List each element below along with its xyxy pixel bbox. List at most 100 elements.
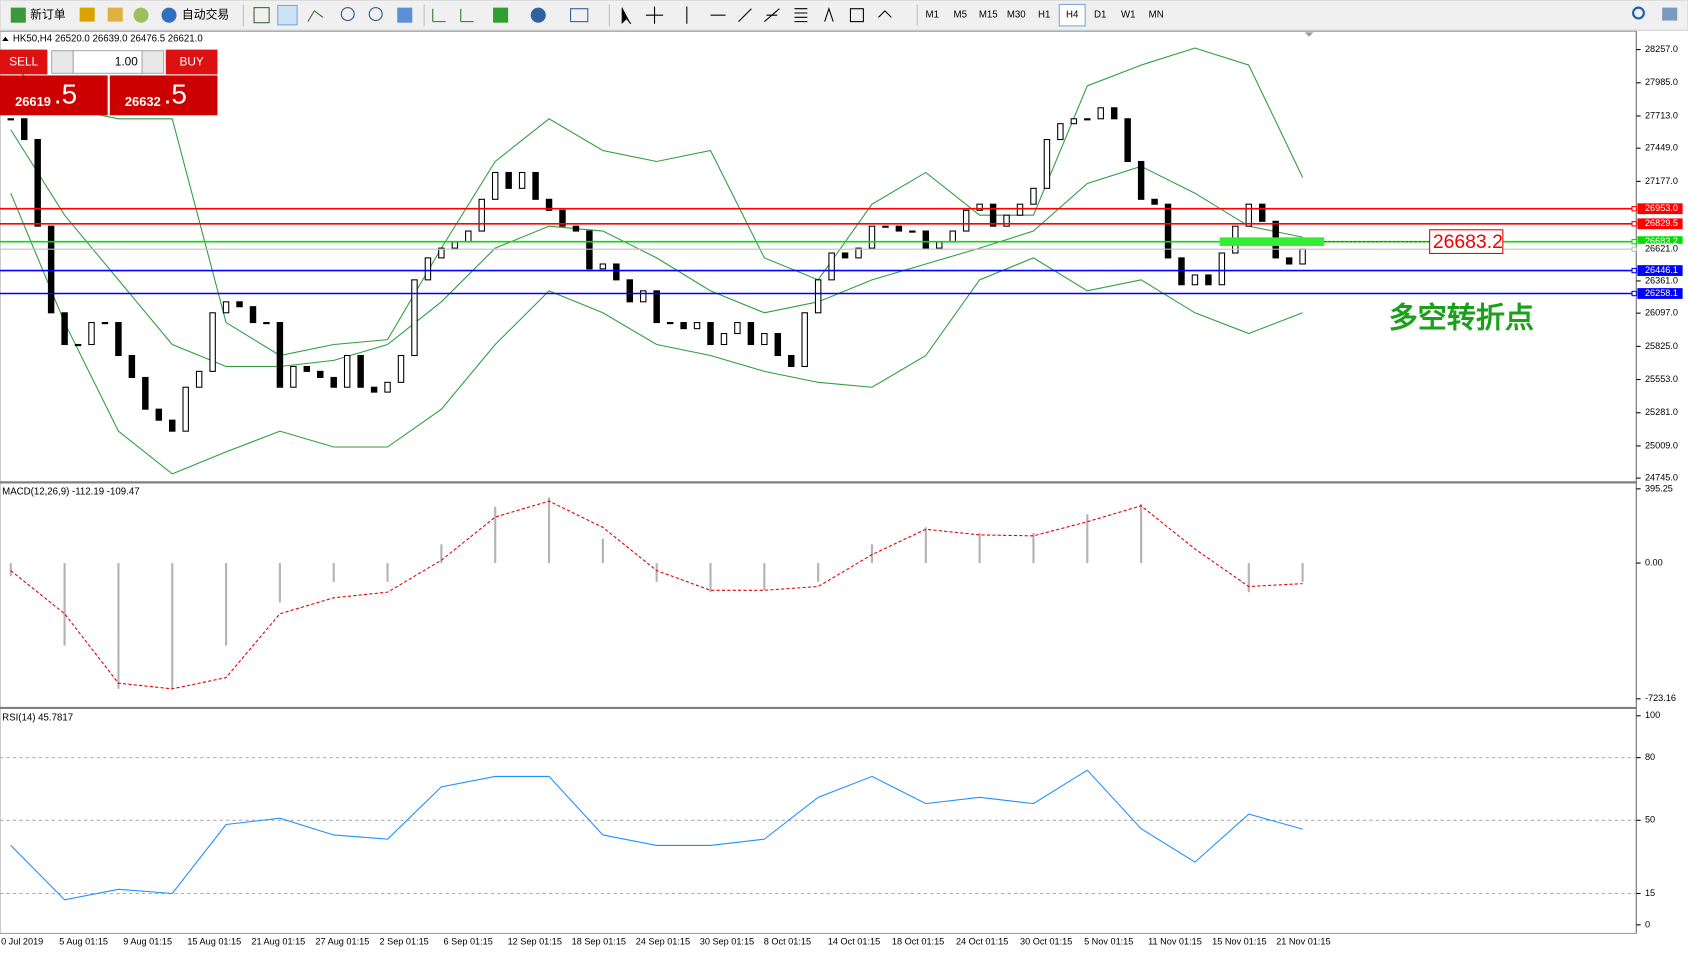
templates-button[interactable] [570, 8, 589, 23]
sell-label[interactable]: SELL [9, 55, 38, 69]
candle [720, 333, 728, 346]
ask-box[interactable] [109, 75, 218, 116]
candle [1191, 274, 1199, 286]
candle [465, 230, 472, 243]
community-button[interactable] [1662, 7, 1678, 21]
channel-button[interactable] [763, 8, 780, 23]
buy-button[interactable] [165, 49, 218, 75]
collapse-icon[interactable] [2, 36, 9, 42]
trendline-button[interactable] [738, 8, 752, 23]
level-zone [1219, 237, 1325, 246]
x-tick-label: 24 Oct 01:15 [956, 936, 1008, 946]
macd-bar [494, 506, 497, 564]
timeframe-button[interactable]: M15 [979, 10, 998, 21]
candle [451, 241, 459, 249]
candle [7, 118, 14, 121]
x-tick-label: 21 Nov 01:15 [1276, 936, 1330, 946]
new-order-icon[interactable] [10, 7, 26, 23]
timeframe-button[interactable]: MN [1149, 10, 1164, 21]
candle [424, 257, 432, 281]
text-button[interactable] [824, 7, 834, 22]
bid-pips[interactable]: .5 [54, 78, 77, 109]
search-button[interactable] [1632, 6, 1645, 20]
auto-trade-icon[interactable] [161, 7, 177, 23]
price-line-label: 26258.1 [1645, 288, 1678, 298]
candle [1259, 203, 1266, 222]
candle [572, 225, 580, 232]
buy-label[interactable]: BUY [179, 55, 203, 69]
periods-button[interactable] [530, 7, 546, 23]
bid-price[interactable]: 26619 [15, 94, 51, 109]
ask-price[interactable]: 26632 [125, 94, 161, 109]
price-line-label: 26953.0 [1645, 203, 1678, 213]
toolbar-icon[interactable] [79, 7, 95, 22]
x-tick-label: 2 Sep 01:15 [379, 936, 428, 946]
lots-value[interactable]: 1.00 [115, 55, 138, 69]
timeframe-button[interactable]: D1 [1094, 10, 1106, 21]
candle [34, 138, 41, 227]
shift-button[interactable] [460, 8, 474, 23]
y-tick-label: 26097.0 [1645, 308, 1678, 318]
toolbar-icon[interactable] [133, 7, 149, 23]
lots-down[interactable] [51, 50, 74, 74]
candle [1057, 123, 1064, 141]
candle [1205, 274, 1212, 286]
bar-chart-button[interactable] [253, 7, 270, 24]
candle [370, 386, 378, 393]
tile-button[interactable] [397, 7, 413, 23]
candle [868, 225, 876, 249]
candle [1043, 138, 1051, 189]
line-chart-button[interactable] [307, 10, 324, 22]
x-tick-label: 9 Aug 01:15 [123, 936, 172, 946]
macd-bar [1140, 503, 1143, 564]
timeframe-button[interactable]: M1 [926, 10, 939, 21]
autoscroll-button[interactable] [432, 8, 446, 23]
price-line-marker [1631, 238, 1637, 245]
macd-bar [117, 563, 120, 689]
price-line-marker [1631, 290, 1637, 297]
price-line-tag [1637, 203, 1683, 215]
timeframe-button[interactable]: M5 [954, 10, 967, 21]
ask-pips[interactable]: .5 [164, 78, 187, 109]
candle-chart-button[interactable] [277, 4, 298, 26]
cursor-button[interactable] [621, 7, 632, 25]
scroll-marker [1304, 32, 1314, 37]
price-line-marker [1631, 267, 1637, 274]
y-tick-label: 27177.0 [1645, 176, 1678, 186]
zoom-out-button[interactable] [368, 7, 383, 22]
fibo-button[interactable] [794, 8, 808, 23]
candle [47, 225, 55, 314]
timeframe-selected[interactable] [1058, 3, 1086, 27]
price-line-tag [1637, 243, 1683, 255]
candle [222, 301, 230, 314]
lots-up[interactable] [141, 50, 165, 74]
y-tick-label: 80 [1645, 752, 1655, 762]
candle [1285, 257, 1293, 265]
y-tick-label: 27985.0 [1645, 77, 1678, 87]
timeframe-button[interactable]: M30 [1007, 10, 1026, 21]
sell-button[interactable] [0, 49, 48, 75]
timeframe-button[interactable]: W1 [1121, 10, 1136, 21]
candle [101, 322, 109, 325]
macd-bar [63, 563, 66, 646]
candle [882, 225, 889, 228]
y-tick-label: 28257.0 [1645, 44, 1678, 54]
indicators-button[interactable] [493, 7, 509, 23]
timeframe-button[interactable]: H1 [1038, 10, 1050, 21]
toolbar-icon[interactable] [107, 7, 123, 22]
candle [841, 252, 849, 259]
macd-bar [763, 563, 766, 591]
candle [1124, 118, 1131, 163]
candle [290, 365, 297, 388]
x-tick-label: 18 Oct 01:15 [892, 936, 944, 946]
arrows-button[interactable] [878, 10, 892, 18]
crosshair-button[interactable] [645, 6, 664, 24]
timeframe-button[interactable]: H4 [1066, 10, 1079, 21]
auto-trade-button[interactable]: 自动交易 [182, 7, 229, 21]
bid-box[interactable] [0, 75, 108, 116]
candle [182, 386, 189, 432]
candle [761, 333, 768, 346]
label-button[interactable] [849, 8, 864, 23]
new-order-button[interactable]: 新订单 [30, 7, 66, 21]
zoom-in-button[interactable] [340, 7, 355, 22]
